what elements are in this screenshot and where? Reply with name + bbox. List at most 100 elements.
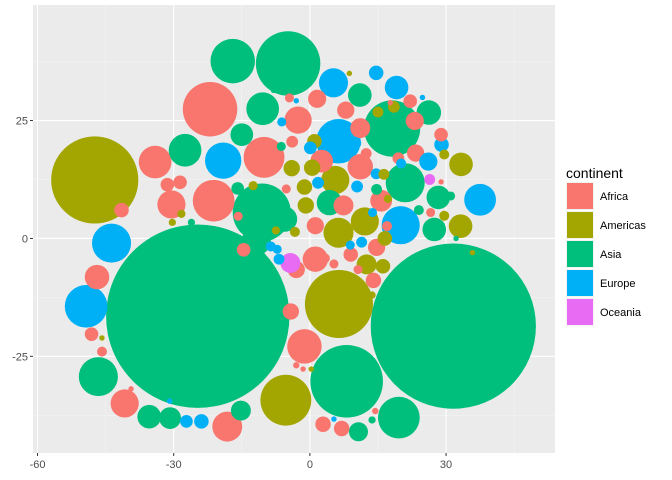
circle-asia: [370, 243, 536, 409]
circle-americas: [308, 366, 314, 372]
circle-africa: [84, 327, 99, 341]
circle-americas: [378, 168, 390, 180]
circle-africa: [407, 144, 425, 162]
circle-europe: [464, 183, 496, 216]
circle-africa: [282, 303, 299, 320]
legend-swatch-asia: [567, 241, 593, 267]
circles-layer: [51, 31, 536, 442]
y-tick-label: 25: [16, 116, 28, 128]
legend: continent Africa Americas Asia Europe Oceani…: [566, 165, 646, 326]
circle-asia: [453, 235, 459, 242]
circle-africa: [284, 93, 294, 103]
circle-europe: [419, 94, 426, 101]
circle-europe: [367, 207, 378, 218]
circle-asia: [271, 206, 298, 232]
circle-africa: [192, 179, 235, 222]
circle-africa: [182, 81, 238, 137]
legend-label-asia: Asia: [600, 249, 622, 261]
x-tick-label: -30: [166, 459, 182, 471]
circle-asia: [377, 396, 420, 439]
circle-europe: [348, 136, 362, 150]
circle-europe: [370, 168, 382, 180]
circle-americas: [51, 136, 139, 224]
circle-americas: [260, 374, 312, 426]
circle-asia: [185, 245, 193, 252]
legend-swatch-oceania: [567, 299, 593, 325]
circle-africa: [84, 264, 110, 290]
circle-asia: [270, 87, 277, 94]
circle-africa: [281, 184, 291, 194]
circle-americas: [168, 218, 176, 227]
circle-europe: [396, 158, 407, 169]
circle-europe: [293, 98, 299, 104]
x-tick-label: -60: [30, 459, 46, 471]
circle-asia: [310, 345, 383, 418]
circle-africa: [403, 94, 418, 109]
circle-africa: [97, 346, 107, 357]
circle-africa: [302, 246, 329, 272]
circle-europe: [166, 398, 173, 404]
circle-asia: [446, 191, 456, 201]
circle-asia: [187, 218, 196, 227]
circle-asia: [385, 163, 425, 203]
circle-americas: [283, 160, 300, 177]
circle-europe: [205, 142, 242, 179]
circle-americas: [248, 181, 258, 191]
circle-africa: [173, 175, 187, 190]
circle-americas: [323, 217, 354, 248]
circle-americas: [439, 149, 450, 160]
circle-africa: [236, 242, 251, 257]
circle-africa: [438, 179, 444, 185]
circle-americas: [449, 152, 473, 177]
circle-africa: [329, 259, 339, 269]
circle-asia: [371, 183, 383, 195]
legend-label-oceania: Oceania: [600, 307, 642, 319]
circle-africa: [243, 136, 285, 178]
circle-africa: [287, 329, 322, 364]
circle-africa: [319, 253, 330, 264]
circle-africa: [382, 221, 393, 232]
circle-americas: [368, 291, 376, 299]
circle-asia: [426, 185, 451, 210]
circle-asia: [348, 83, 372, 107]
circle-europe: [312, 176, 324, 189]
circle-europe: [345, 240, 355, 250]
circle-europe: [194, 414, 209, 429]
x-axis: -60 -30 0 30: [30, 453, 452, 471]
circle-africa: [306, 217, 324, 235]
circle-asia: [78, 357, 118, 397]
legend-swatch-europe: [567, 270, 593, 296]
circle-asia: [137, 404, 161, 429]
circle-africa: [372, 407, 379, 415]
x-tick-label: 0: [307, 459, 313, 471]
circle-asia: [168, 133, 202, 167]
circle-africa: [293, 362, 300, 369]
circle-africa: [138, 145, 172, 179]
circle-africa: [160, 177, 175, 192]
circle-africa: [300, 366, 306, 372]
circle-americas: [439, 210, 450, 221]
circle-americas: [469, 249, 476, 256]
circle-americas: [304, 269, 373, 339]
circle-europe: [381, 206, 420, 245]
circle-africa: [110, 389, 139, 418]
circle-americas: [99, 335, 105, 341]
circle-americas: [321, 165, 350, 195]
circle-africa: [434, 127, 448, 142]
circle-asia: [210, 38, 255, 84]
circle-asia: [106, 224, 290, 408]
circle-americas: [375, 258, 391, 274]
circle-africa: [353, 265, 363, 275]
legend-label-americas: Americas: [600, 220, 646, 232]
circle-africa: [284, 106, 312, 134]
y-tick-label: 0: [22, 233, 28, 245]
circle-asia: [276, 141, 286, 152]
circle-europe: [273, 253, 285, 265]
circle-americas: [303, 159, 321, 176]
circle-americas: [346, 70, 353, 77]
circle-europe: [384, 75, 409, 100]
circle-africa: [365, 272, 382, 289]
legend-label-africa: Africa: [600, 191, 629, 203]
circle-americas: [377, 231, 393, 246]
